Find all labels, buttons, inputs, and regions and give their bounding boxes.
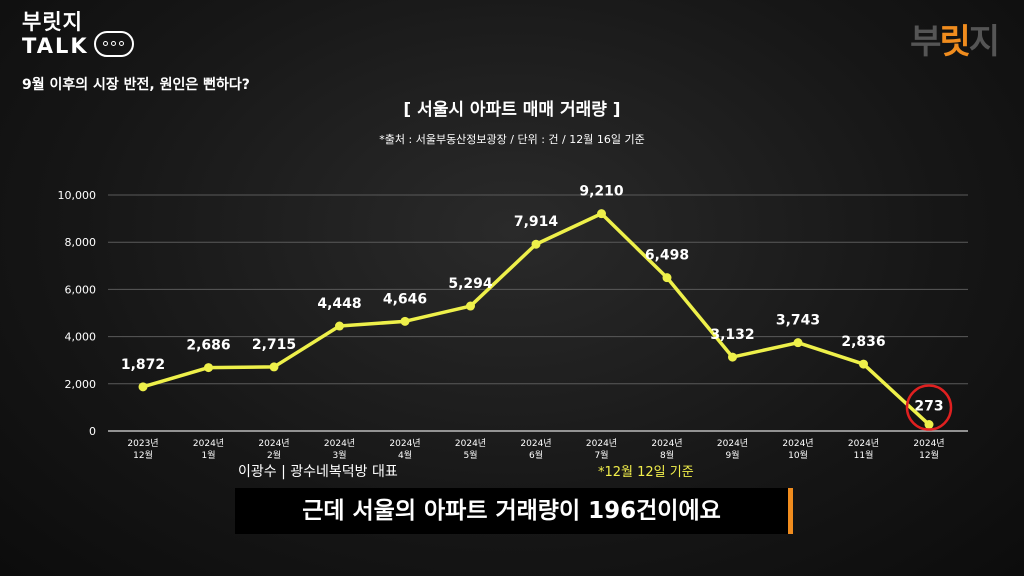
x-tick-label: 2024년 bbox=[455, 438, 486, 449]
highlight-circle bbox=[905, 384, 953, 431]
brand-talk: TALK bbox=[22, 34, 89, 58]
data-point bbox=[466, 301, 475, 311]
brand-logo: 부릿지 TALK bbox=[22, 10, 89, 58]
y-tick-label: 10,000 bbox=[58, 189, 97, 202]
data-point bbox=[597, 209, 606, 219]
date-note: *12월 12일 기준 bbox=[598, 465, 694, 480]
x-tick-label: 2024년 bbox=[651, 438, 682, 449]
x-tick-label: 1월 bbox=[201, 449, 215, 461]
y-tick-label: 2,000 bbox=[65, 378, 97, 391]
x-tick-label: 2024년 bbox=[848, 438, 879, 449]
speech-bubble-icon bbox=[94, 31, 134, 57]
y-tick-label: 8,000 bbox=[65, 236, 97, 249]
data-point bbox=[400, 316, 410, 326]
speaker-name: 이광수 | 광수네복덕방 대표 bbox=[238, 464, 398, 480]
data-point bbox=[531, 239, 541, 249]
y-tick-label: 4,000 bbox=[65, 331, 97, 344]
data-point bbox=[924, 420, 934, 430]
x-tick-label: 5월 bbox=[463, 449, 477, 461]
x-tick-label: 12월 bbox=[919, 449, 939, 461]
x-tick-label: 11월 bbox=[854, 449, 874, 461]
x-tick-label: 3월 bbox=[332, 449, 346, 461]
chart-title: [ 서울시 아파트 매매 거래량 ] bbox=[403, 100, 621, 120]
data-label: 2,836 bbox=[841, 334, 885, 350]
x-tick-label: 2024년 bbox=[258, 438, 289, 449]
x-tick-label: 2월 bbox=[267, 449, 281, 461]
y-tick-label: 0 bbox=[89, 425, 96, 438]
data-label: 6,498 bbox=[645, 248, 689, 264]
x-tick-label: 8월 bbox=[660, 449, 674, 461]
x-tick-label: 2024년 bbox=[389, 438, 420, 449]
data-label: 1,872 bbox=[121, 357, 165, 373]
data-point bbox=[662, 273, 672, 283]
subtitle-caption: 근데 서울의 아파트 거래량이 196건이에요 bbox=[235, 488, 793, 534]
x-tick-label: 2024년 bbox=[586, 438, 617, 449]
data-label: 4,646 bbox=[383, 291, 427, 307]
data-point bbox=[859, 359, 868, 369]
data-point bbox=[269, 362, 279, 372]
y-tick-label: 6,000 bbox=[65, 283, 97, 296]
x-tick-label: 7월 bbox=[594, 449, 608, 461]
x-tick-label: 4월 bbox=[398, 449, 412, 461]
data-label: 3,743 bbox=[776, 313, 820, 329]
x-tick-label: 12월 bbox=[133, 449, 153, 461]
data-point bbox=[204, 363, 213, 373]
channel-logo: 부릿지 bbox=[910, 22, 1000, 62]
data-label: 9,210 bbox=[579, 184, 624, 200]
x-tick-label: 6월 bbox=[529, 449, 543, 461]
data-label: 273 bbox=[914, 399, 943, 415]
data-label: 5,294 bbox=[448, 276, 493, 292]
x-tick-label: 9월 bbox=[725, 449, 739, 461]
data-label: 4,448 bbox=[317, 296, 361, 312]
x-tick-label: 2023년 bbox=[127, 438, 158, 449]
data-point bbox=[335, 321, 344, 331]
x-tick-label: 10월 bbox=[788, 449, 808, 461]
data-label: 2,715 bbox=[252, 337, 296, 353]
episode-title: 9월 이후의 시장 반전, 원인은 뻔하다? bbox=[22, 77, 250, 93]
data-point bbox=[728, 352, 737, 362]
x-tick-label: 2024년 bbox=[520, 438, 551, 449]
data-label: 2,686 bbox=[186, 338, 230, 354]
x-tick-label: 2024년 bbox=[782, 438, 813, 449]
data-label: 3,132 bbox=[710, 327, 754, 343]
x-tick-label: 2024년 bbox=[717, 438, 748, 449]
x-tick-label: 2024년 bbox=[913, 438, 944, 449]
data-point bbox=[138, 382, 148, 392]
data-point bbox=[793, 338, 803, 348]
chart-source: *출처 : 서울부동산정보광장 / 단위 : 건 / 12월 16일 기준 bbox=[379, 133, 645, 146]
brand-name: 부릿지 bbox=[22, 10, 83, 34]
x-tick-label: 2024년 bbox=[193, 438, 224, 449]
x-tick-label: 2024년 bbox=[324, 438, 355, 449]
data-label: 7,914 bbox=[514, 214, 559, 230]
